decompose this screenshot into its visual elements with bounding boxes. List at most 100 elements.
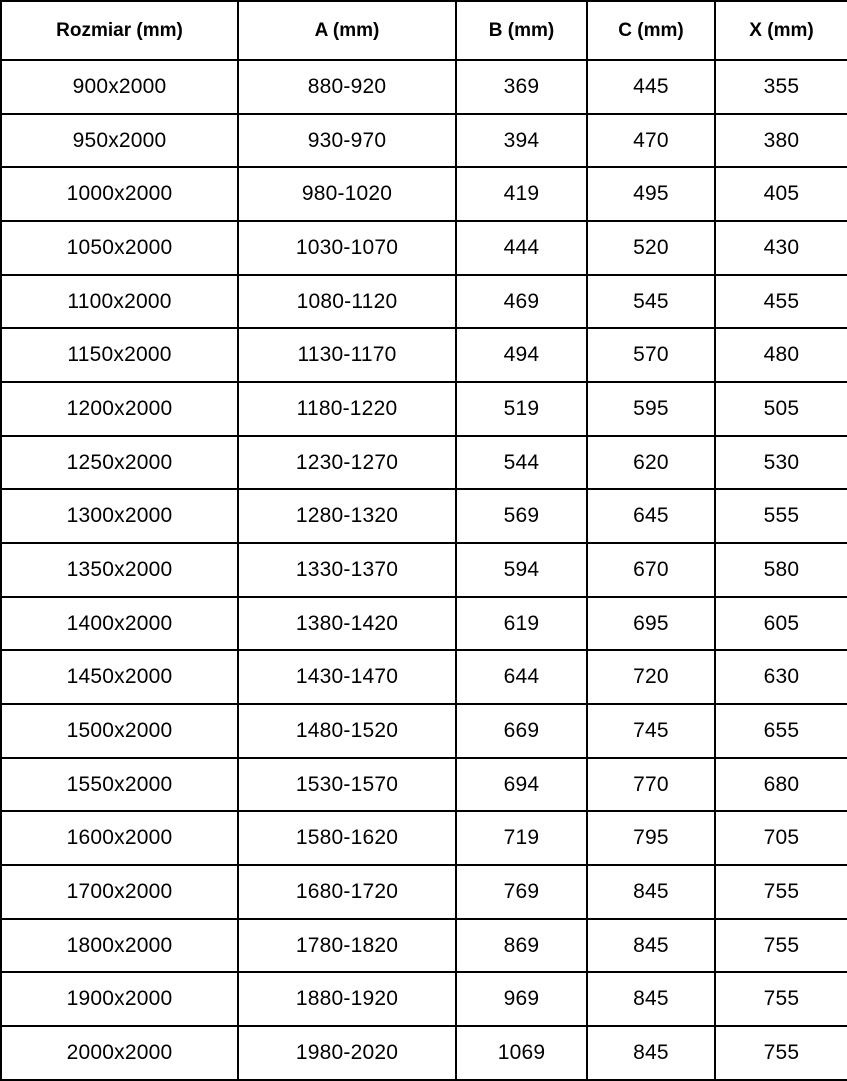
table-cell: 1100x2000: [0, 273, 239, 330]
table-cell: 1350x2000: [0, 542, 239, 598]
table-cell: 355: [714, 59, 847, 115]
table-cell: 755: [714, 1025, 847, 1081]
table-cell: 1780-1820: [237, 917, 457, 974]
table-cell: 555: [714, 488, 847, 545]
table-cell: 455: [714, 273, 847, 330]
table-cell: 1330-1370: [237, 542, 457, 598]
table-cell: 930-970: [237, 112, 457, 169]
table-cell: 1050x2000: [0, 220, 239, 276]
table-cell: 869: [455, 917, 588, 974]
table-cell: 845: [586, 1025, 716, 1081]
table-cell: 519: [455, 381, 588, 437]
table-cell: 1550x2000: [0, 756, 239, 813]
table-cell: 670: [586, 542, 716, 598]
column-header-rozmiar: Rozmiar (mm): [0, 0, 239, 61]
table-cell: 1600x2000: [0, 810, 239, 867]
table-cell: 419: [455, 166, 588, 223]
table-cell: 695: [586, 595, 716, 652]
table-cell: 1430-1470: [237, 649, 457, 706]
table-row: 1000x2000 980-1020 419 495 405: [0, 166, 847, 223]
table-cell: 594: [455, 542, 588, 598]
table-cell: 570: [586, 327, 716, 384]
table-cell: 605: [714, 595, 847, 652]
table-cell: 1980-2020: [237, 1025, 457, 1081]
table-cell: 655: [714, 703, 847, 759]
table-cell: 1700x2000: [0, 864, 239, 920]
table-cell: 680: [714, 756, 847, 813]
table-cell: 1150x2000: [0, 327, 239, 384]
table-cell: 969: [455, 971, 588, 1028]
table-cell: 1080-1120: [237, 273, 457, 330]
table-cell: 620: [586, 434, 716, 491]
table-row: 1500x2000 1480-1520 669 745 655: [0, 703, 847, 759]
table-cell: 619: [455, 595, 588, 652]
table-cell: 545: [586, 273, 716, 330]
table-row: 1200x2000 1180-1220 519 595 505: [0, 381, 847, 437]
table-cell: 705: [714, 810, 847, 867]
table-cell: 1530-1570: [237, 756, 457, 813]
table-cell: 950x2000: [0, 112, 239, 169]
column-header-b: B (mm): [455, 0, 588, 61]
table-cell: 1880-1920: [237, 971, 457, 1028]
table-cell: 1200x2000: [0, 381, 239, 437]
table-cell: 1450x2000: [0, 649, 239, 706]
table-cell: 405: [714, 166, 847, 223]
column-header-x: X (mm): [714, 0, 847, 61]
table-row: 1100x2000 1080-1120 469 545 455: [0, 273, 847, 330]
table-cell: 769: [455, 864, 588, 920]
table-cell: 755: [714, 864, 847, 920]
table-cell: 369: [455, 59, 588, 115]
table-cell: 494: [455, 327, 588, 384]
column-header-a: A (mm): [237, 0, 457, 61]
table-cell: 770: [586, 756, 716, 813]
table-row: 1700x2000 1680-1720 769 845 755: [0, 864, 847, 920]
table-cell: 1250x2000: [0, 434, 239, 491]
table-row: 1900x2000 1880-1920 969 845 755: [0, 971, 847, 1028]
table-cell: 1480-1520: [237, 703, 457, 759]
table-cell: 569: [455, 488, 588, 545]
table-cell: 644: [455, 649, 588, 706]
table-cell: 430: [714, 220, 847, 276]
table-cell: 580: [714, 542, 847, 598]
table-cell: 845: [586, 971, 716, 1028]
table-cell: 444: [455, 220, 588, 276]
table-cell: 880-920: [237, 59, 457, 115]
table-cell: 495: [586, 166, 716, 223]
table-cell: 720: [586, 649, 716, 706]
table-cell: 755: [714, 971, 847, 1028]
table-cell: 1400x2000: [0, 595, 239, 652]
table-cell: 1300x2000: [0, 488, 239, 545]
table-cell: 845: [586, 864, 716, 920]
table-cell: 980-1020: [237, 166, 457, 223]
table-cell: 380: [714, 112, 847, 169]
table-cell: 1180-1220: [237, 381, 457, 437]
table-cell: 1800x2000: [0, 917, 239, 974]
table-cell: 1069: [455, 1025, 588, 1081]
table-cell: 1130-1170: [237, 327, 457, 384]
table-cell: 530: [714, 434, 847, 491]
table-row: 900x2000 880-920 369 445 355: [0, 59, 847, 115]
table-cell: 745: [586, 703, 716, 759]
column-header-c: C (mm): [586, 0, 716, 61]
table-row: 2000x2000 1980-2020 1069 845 755: [0, 1025, 847, 1081]
header-row: Rozmiar (mm) A (mm) B (mm) C (mm) X (mm): [0, 0, 847, 61]
table-cell: 645: [586, 488, 716, 545]
table-cell: 445: [586, 59, 716, 115]
table-cell: 1230-1270: [237, 434, 457, 491]
table-row: 1600x2000 1580-1620 719 795 705: [0, 810, 847, 867]
table-row: 950x2000 930-970 394 470 380: [0, 112, 847, 169]
table-cell: 795: [586, 810, 716, 867]
table-cell: 520: [586, 220, 716, 276]
table-cell: 394: [455, 112, 588, 169]
table-cell: 470: [586, 112, 716, 169]
table-cell: 1000x2000: [0, 166, 239, 223]
table-cell: 694: [455, 756, 588, 813]
table-cell: 2000x2000: [0, 1025, 239, 1081]
table-cell: 505: [714, 381, 847, 437]
table-cell: 1580-1620: [237, 810, 457, 867]
table-cell: 719: [455, 810, 588, 867]
table-row: 1350x2000 1330-1370 594 670 580: [0, 542, 847, 598]
table-row: 1150x2000 1130-1170 494 570 480: [0, 327, 847, 384]
